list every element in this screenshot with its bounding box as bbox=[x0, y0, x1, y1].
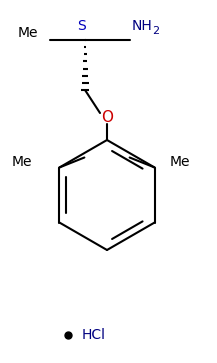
Text: O: O bbox=[101, 110, 113, 126]
Text: Me: Me bbox=[18, 26, 38, 40]
Text: Me: Me bbox=[12, 155, 32, 169]
Text: NH: NH bbox=[132, 19, 153, 33]
Text: S: S bbox=[78, 19, 86, 33]
Text: HCl: HCl bbox=[82, 328, 106, 342]
Text: Me: Me bbox=[170, 155, 190, 169]
Text: 2: 2 bbox=[152, 26, 159, 36]
